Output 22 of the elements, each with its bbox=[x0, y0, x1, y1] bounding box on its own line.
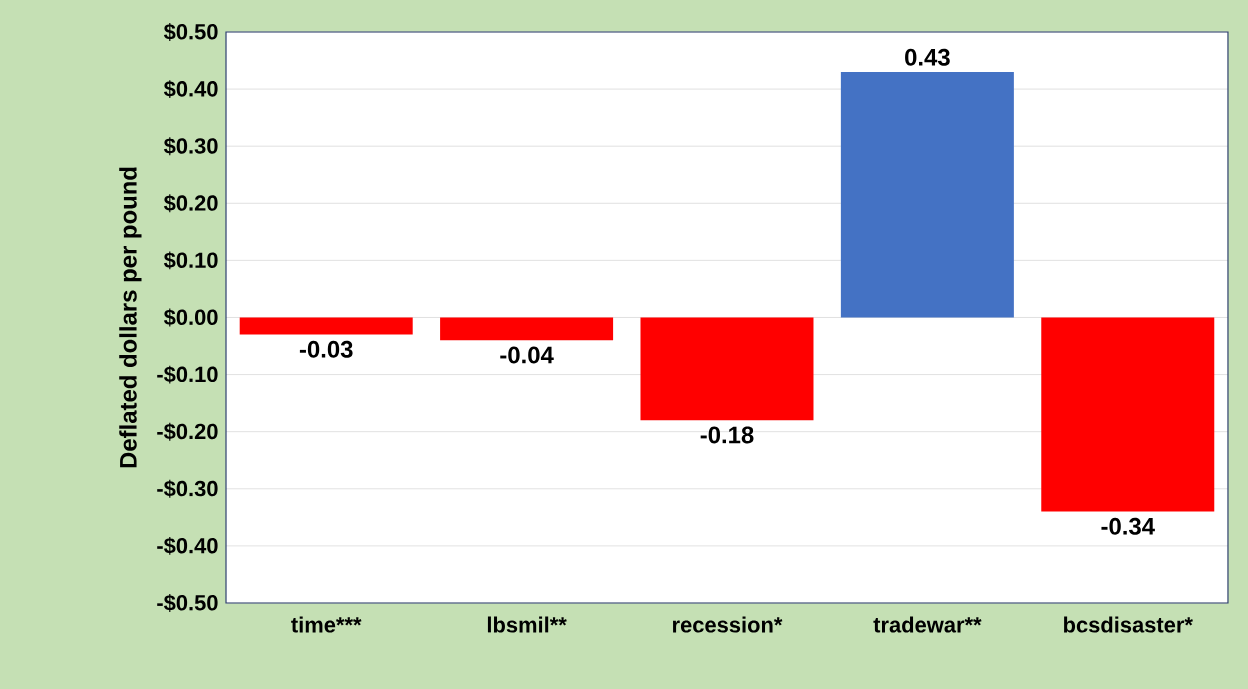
y-tick-label: $0.00 bbox=[163, 308, 218, 327]
y-tick-label: $0.50 bbox=[163, 23, 218, 41]
y-tick-label: -$0.40 bbox=[157, 536, 218, 555]
data-label: -0.03 bbox=[299, 340, 353, 358]
y-tick-label: $0.40 bbox=[163, 80, 218, 99]
x-tick-label: tradewar** bbox=[873, 616, 982, 633]
data-label: -0.18 bbox=[700, 426, 754, 444]
y-tick-label: -$0.10 bbox=[157, 365, 218, 384]
data-label: 0.43 bbox=[905, 48, 950, 66]
x-tick-label: time*** bbox=[291, 616, 362, 633]
x-tick-label: recession* bbox=[672, 616, 783, 633]
y-tick-label: -$0.30 bbox=[157, 479, 218, 498]
x-tick-label: bcsdisaster* bbox=[1064, 616, 1193, 633]
y-tick-label: -$0.50 bbox=[157, 594, 218, 612]
y-tick-label: $0.20 bbox=[163, 194, 218, 213]
x-tick-label: lbsmil** bbox=[487, 616, 567, 633]
data-label: -0.04 bbox=[500, 346, 554, 364]
data-label: -0.34 bbox=[1101, 517, 1155, 535]
y-tick-label: $0.30 bbox=[163, 137, 218, 156]
y-tick-label: $0.10 bbox=[163, 251, 218, 270]
y-axis-title: Deflated dollars per pound bbox=[119, 167, 142, 468]
y-tick-label: -$0.20 bbox=[157, 422, 218, 441]
